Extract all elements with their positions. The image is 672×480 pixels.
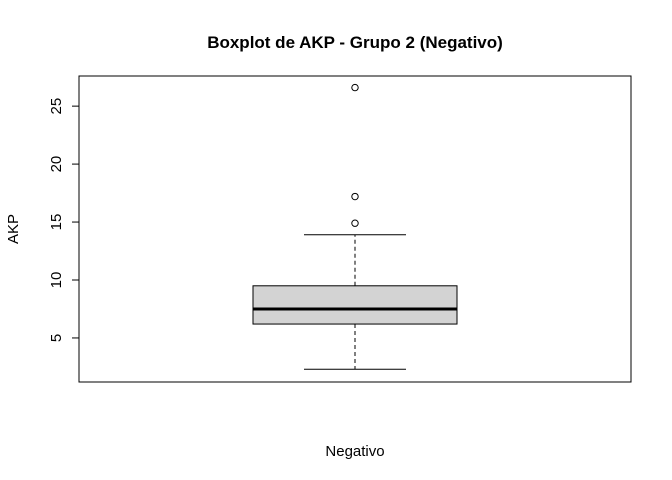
iqr-box [252, 285, 458, 325]
y-tick-label-2: 15 [48, 214, 65, 231]
chart-title: Boxplot de AKP - Grupo 2 (Negativo) [207, 33, 503, 52]
y-axis-label: AKP [5, 214, 22, 244]
y-tick-label-3: 20 [48, 156, 65, 173]
y-axis: 5 10 15 20 25 [48, 98, 80, 342]
outlier-point-2 [351, 83, 359, 92]
outlier-point-0 [351, 219, 359, 227]
y-tick-label-4: 25 [48, 98, 65, 115]
box-group [252, 83, 458, 370]
y-tick-label-0: 5 [48, 334, 65, 342]
outlier-point-1 [351, 192, 359, 201]
y-tick-label-1: 10 [48, 272, 65, 289]
x-axis-label: Negativo [325, 443, 384, 460]
plot-frame [78, 75, 632, 383]
